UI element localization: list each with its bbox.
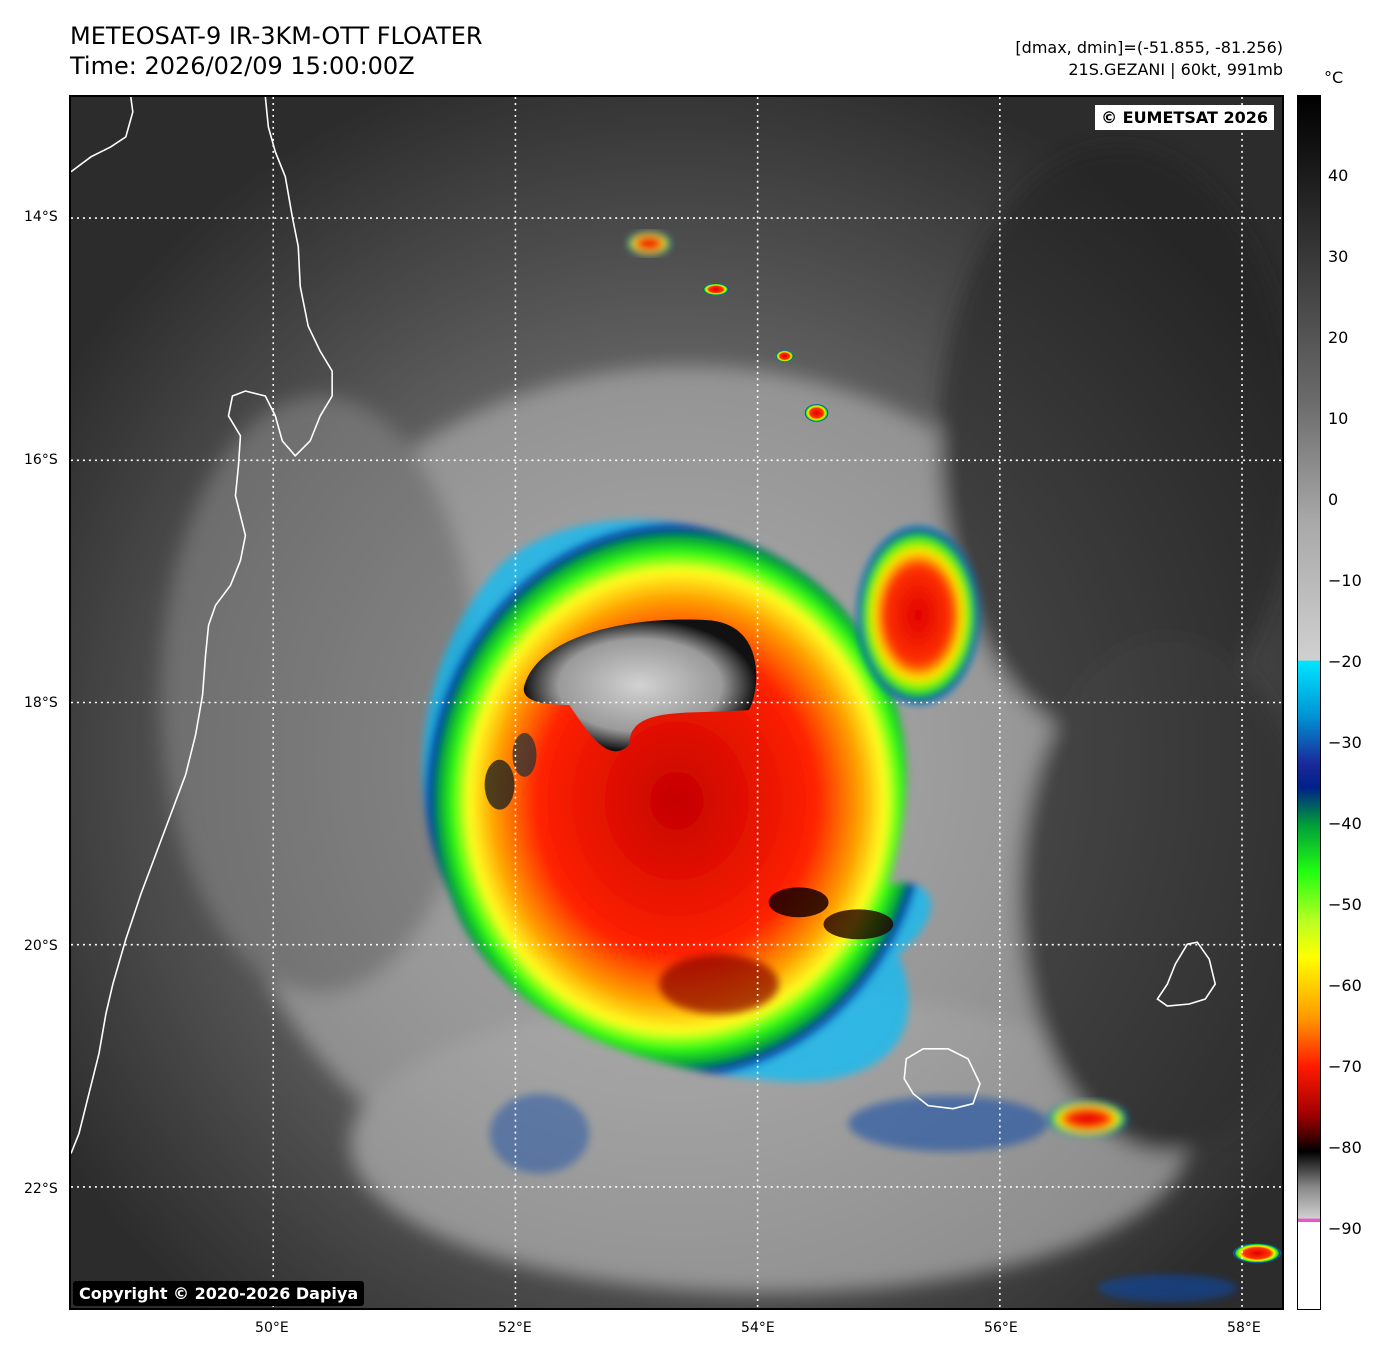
map-canvas: [71, 97, 1282, 1308]
colorbar-tick-label: −90: [1328, 1219, 1362, 1238]
info-storm: 21S.GEZANI | 60kt, 991mb: [1068, 60, 1283, 79]
coastlines: [71, 97, 1217, 1154]
lon-label: 52°E: [498, 1320, 532, 1336]
dapiya-credit: Copyright © 2020-2026 Dapiya: [73, 1281, 365, 1306]
convective-cells: [489, 231, 1282, 1303]
colorbar-tick-label: 30: [1328, 247, 1349, 266]
colorbar-tick-label: −40: [1328, 814, 1362, 833]
title-time: Time: 2026/02/09 15:00:00Z: [70, 52, 415, 80]
lon-label: 54°E: [741, 1320, 775, 1336]
mauritius-coast: [1156, 941, 1217, 1007]
colorbar-min-band: [1297, 1222, 1321, 1310]
lat-label: 18°S: [24, 694, 58, 711]
lat-label: 20°S: [24, 937, 58, 954]
satellite-map[interactable]: © EUMETSAT 2026 Copyright © 2020-2026 Da…: [69, 95, 1284, 1310]
colorbar-tick-label: −70: [1328, 1057, 1362, 1076]
graticule: [71, 97, 1282, 1308]
lon-label: 50°E: [255, 1320, 289, 1336]
lat-label: 16°S: [24, 451, 58, 468]
eumetsat-credit: © EUMETSAT 2026: [1095, 105, 1274, 130]
title-satellite: METEOSAT-9 IR-3KM-OTT FLOATER: [70, 22, 483, 50]
colorbar-tick-label: −60: [1328, 976, 1362, 995]
colorbar-tick-label: 10: [1328, 409, 1349, 428]
colorbar-tick-label: −30: [1328, 733, 1362, 752]
lon-label: 56°E: [984, 1320, 1018, 1336]
madagascar-coast: [71, 97, 333, 1154]
colorbar-tick-label: −20: [1328, 652, 1362, 671]
colorbar-tick-label: −10: [1328, 571, 1362, 590]
lat-label: 22°S: [24, 1180, 58, 1197]
colorbar-tick-label: 20: [1328, 328, 1349, 347]
temperature-colorbar: [1297, 95, 1321, 1310]
lon-label: 58°E: [1227, 1320, 1261, 1336]
colorbar-tick-label: −50: [1328, 895, 1362, 914]
colorbar-unit: °C: [1324, 68, 1344, 87]
reunion-coast: [903, 1048, 981, 1110]
colorbar-tick-label: 40: [1328, 166, 1349, 185]
colorbar-tick-label: −80: [1328, 1138, 1362, 1157]
colorbar-tick-label: 0: [1328, 490, 1339, 509]
lat-label: 14°S: [24, 208, 58, 225]
storm-eye: [523, 619, 757, 752]
info-dmax-dmin: [dmax, dmin]=(-51.855, -81.256): [1015, 38, 1283, 57]
